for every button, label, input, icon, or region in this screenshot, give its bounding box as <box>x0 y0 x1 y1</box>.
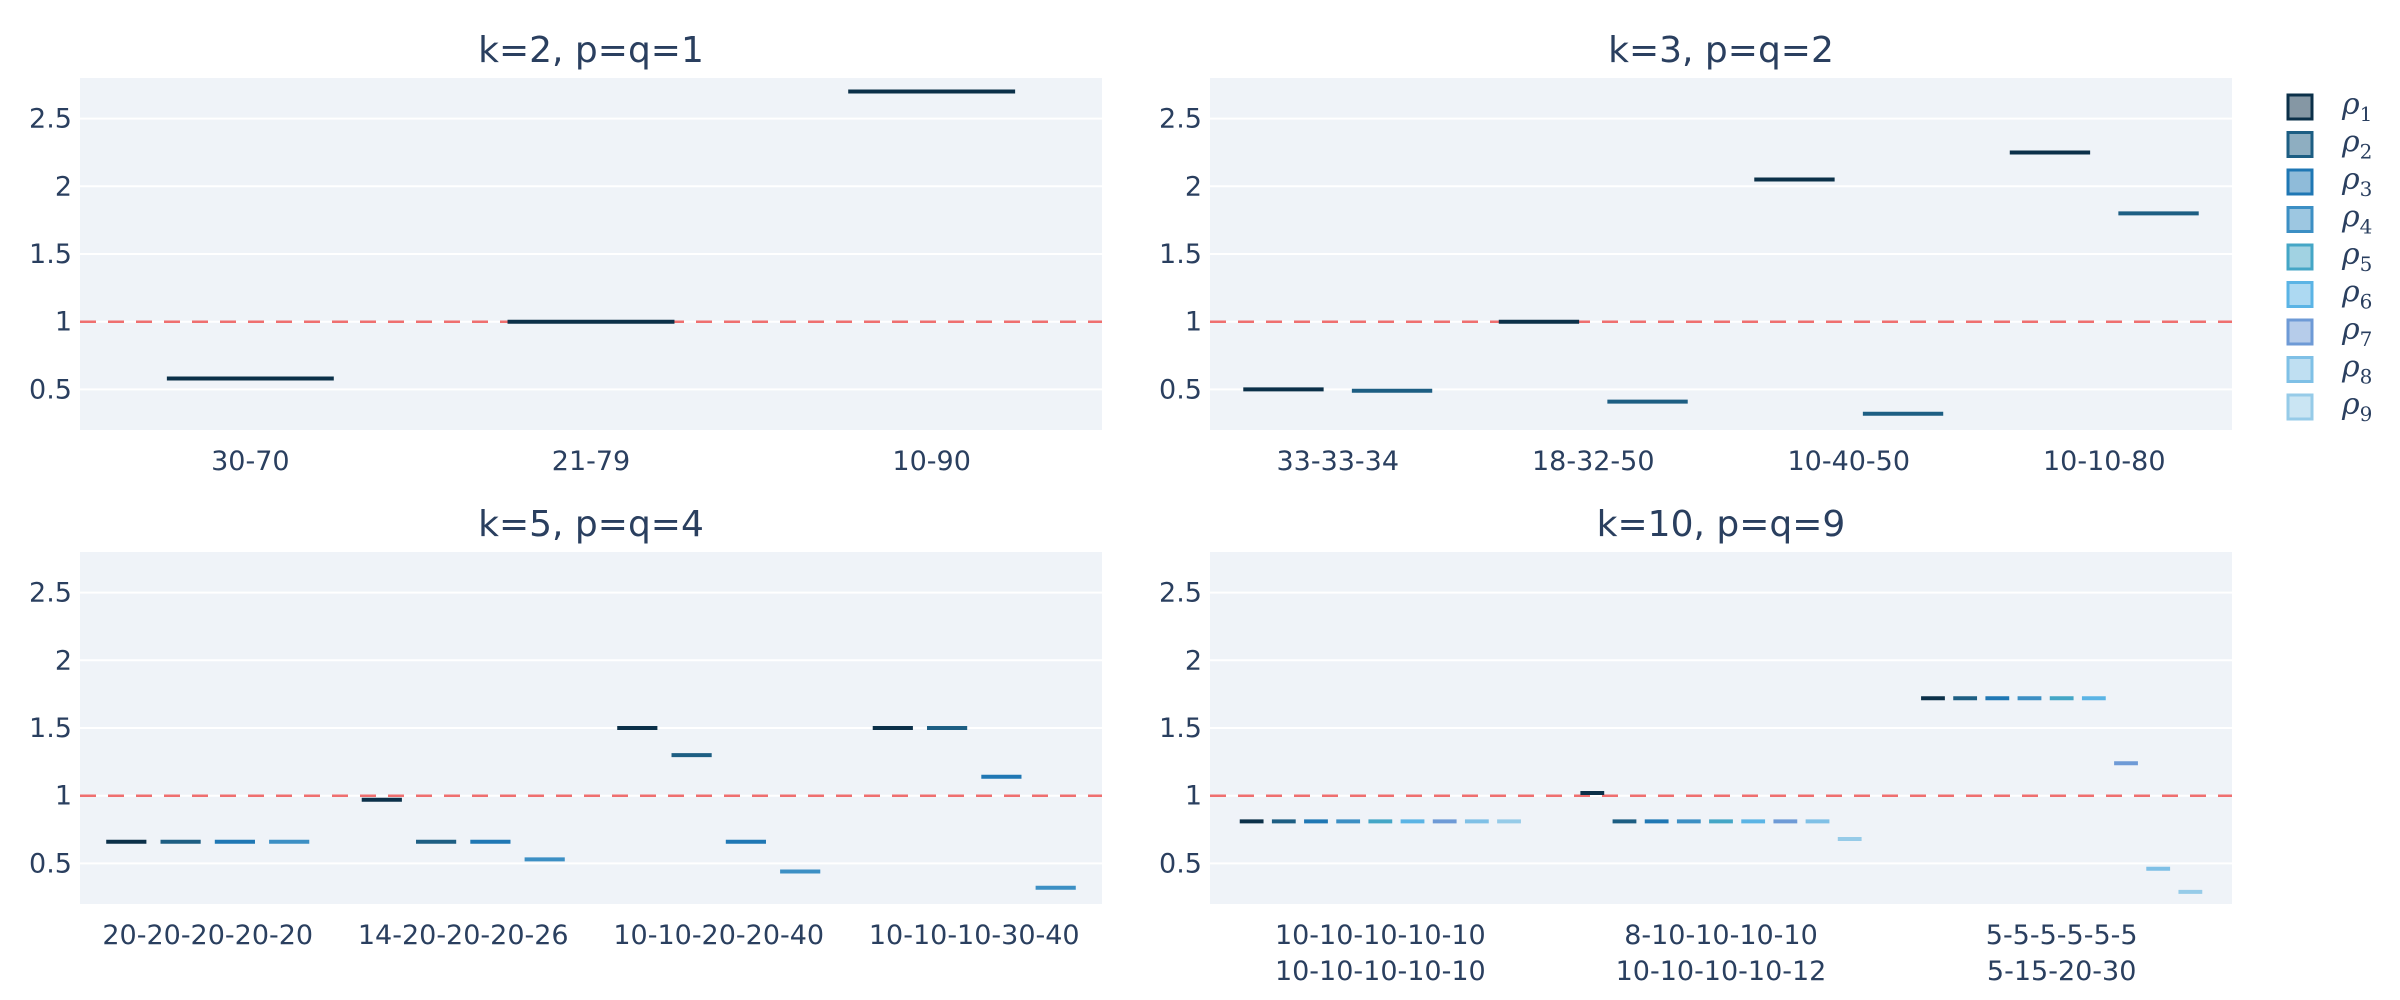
legend-item[interactable]: ρ9 <box>2286 387 2372 426</box>
y-tick-label: 1 <box>55 307 72 338</box>
panel-title: k=3, p=q=2 <box>1608 30 1834 71</box>
x-tick-label: 5-5-5-5-5-5 <box>1986 920 2138 951</box>
panel-title: k=5, p=q=4 <box>478 504 704 545</box>
x-tick-label: 33-33-34 <box>1276 446 1399 477</box>
legend-swatch <box>2286 281 2314 308</box>
y-tick-label: 2.5 <box>29 578 72 609</box>
legend-swatch <box>2286 356 2314 383</box>
y-tick-label: 1 <box>1185 307 1202 338</box>
x-tick-label: 10-10-10-10-12 <box>1616 956 1827 987</box>
legend-swatch <box>2286 206 2314 233</box>
legend-item[interactable]: ρ8 <box>2286 350 2372 389</box>
y-tick-label: 1.5 <box>29 239 72 270</box>
x-tick-label: 14-20-20-20-26 <box>358 920 569 951</box>
x-tick-label: 10-10-10-10-10 <box>1275 920 1486 951</box>
chart-panel: 0.5 1 1.5 2 2.5 k=5, p=q=4 20-20-20-20-20 14-20… <box>29 504 1102 951</box>
legend-item[interactable]: ρ5 <box>2286 237 2372 276</box>
legend-label: ρ3 <box>2341 162 2372 201</box>
y-tick-label: 1.5 <box>1159 239 1202 270</box>
x-tick-label: 30-70 <box>211 446 289 477</box>
x-tick-label: 10-40-50 <box>1787 446 1910 477</box>
y-tick-label: 1 <box>1185 781 1202 812</box>
y-tick-label: 2.5 <box>1159 104 1202 135</box>
y-tick-label: 2 <box>1185 645 1202 676</box>
y-tick-label: 2 <box>55 171 72 202</box>
y-tick-label: 0.5 <box>1159 848 1202 879</box>
legend-item[interactable]: ρ2 <box>2286 125 2372 164</box>
legend-swatch <box>2286 168 2314 196</box>
y-tick-label: 2.5 <box>1159 578 1202 609</box>
legend-swatch <box>2286 318 2314 346</box>
legend-label: ρ6 <box>2341 275 2372 314</box>
x-tick-label: 5-15-20-30 <box>1987 956 2136 987</box>
y-tick-label: 1.5 <box>1159 713 1202 744</box>
y-tick-label: 1 <box>55 781 72 812</box>
x-tick-label: 8-10-10-10-10 <box>1624 920 1818 951</box>
y-tick-label: 0.5 <box>29 848 72 879</box>
x-tick-label: 21-79 <box>552 446 630 477</box>
x-tick-label: 20-20-20-20-20 <box>102 920 313 951</box>
legend-item[interactable]: ρ7 <box>2286 312 2372 351</box>
legend-label: ρ5 <box>2341 237 2372 276</box>
y-tick-label: 1.5 <box>29 713 72 744</box>
legend-item[interactable]: ρ6 <box>2286 275 2372 314</box>
legend-item[interactable]: ρ1 <box>2286 87 2372 126</box>
panel-title: k=2, p=q=1 <box>478 30 704 71</box>
x-tick-label: 10-10-80 <box>2043 446 2166 477</box>
legend-swatch <box>2286 93 2314 121</box>
panel-title: k=10, p=q=9 <box>1597 504 1846 545</box>
legend-label: ρ2 <box>2341 125 2372 164</box>
y-tick-label: 0.5 <box>1159 374 1202 405</box>
x-tick-label: 10-10-20-20-40 <box>613 920 824 951</box>
legend-label: ρ8 <box>2341 350 2372 389</box>
y-tick-label: 0.5 <box>29 374 72 405</box>
x-tick-label: 10-10-10-10-10 <box>1275 956 1486 987</box>
chart-panel: 0.5 1 1.5 2 2.5 k=3, p=q=2 33-33-34 18-32-50 10-… <box>1159 30 2232 477</box>
legend-item[interactable]: ρ4 <box>2286 200 2372 239</box>
y-tick-label: 2.5 <box>29 104 72 135</box>
legend-label: ρ1 <box>2341 87 2372 126</box>
y-tick-label: 2 <box>1185 171 1202 202</box>
x-tick-label: 18-32-50 <box>1532 446 1655 477</box>
chart-panel: 0.5 1 1.5 2 2.5 k=10, p=q=9 10-10-10-10-10 10-1… <box>1159 504 2232 987</box>
legend-label: ρ7 <box>2341 312 2372 351</box>
x-tick-label: 10-90 <box>892 446 970 477</box>
legend-item[interactable]: ρ3 <box>2286 162 2372 201</box>
legend-swatch <box>2286 393 2314 421</box>
y-tick-label: 2 <box>55 645 72 676</box>
legend-label: ρ4 <box>2341 200 2372 239</box>
legend-swatch <box>2286 131 2314 158</box>
legend-label: ρ9 <box>2341 387 2372 426</box>
legend-swatch <box>2286 243 2314 271</box>
x-tick-label: 10-10-10-30-40 <box>869 920 1080 951</box>
chart-panel: 0.5 1 1.5 2 2.5 k=2, p=q=1 30-70 21-79 10-90 <box>29 30 1102 477</box>
